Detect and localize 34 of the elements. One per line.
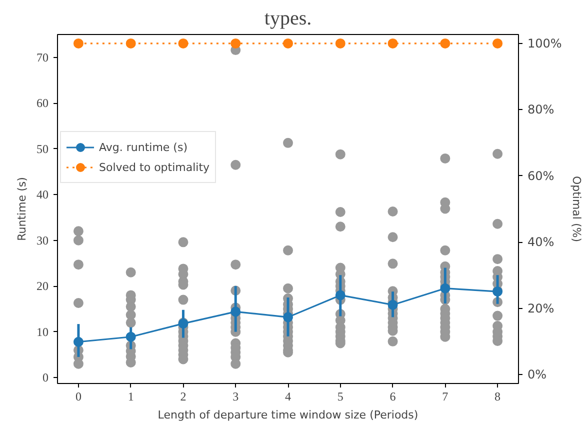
y2-tick-label: 80% xyxy=(528,102,554,117)
point xyxy=(126,332,136,342)
point xyxy=(73,336,84,347)
legend-label: Solved to optimality xyxy=(99,160,210,174)
y2-axis-title: Optimal (%) xyxy=(570,176,583,242)
legend-label: Avg. runtime (s) xyxy=(99,140,188,154)
point xyxy=(283,312,293,322)
chart-title: types. xyxy=(264,8,312,30)
x-tick-label: 0 xyxy=(75,390,82,404)
y-tick-label: 40 xyxy=(36,188,48,202)
x-tick-label: 3 xyxy=(232,390,239,404)
x-tick-label: 8 xyxy=(494,390,501,404)
y-tick-label: 30 xyxy=(36,233,48,248)
x-tick-label: 7 xyxy=(442,390,448,404)
y-tick-label: 0 xyxy=(42,370,48,385)
x-tick-label: 4 xyxy=(285,390,291,404)
y2-tick-label: 20% xyxy=(528,301,554,316)
y-tick-label: 60 xyxy=(36,96,48,110)
x-tick-label: 6 xyxy=(390,390,396,404)
x-tick-label: 1 xyxy=(128,390,134,404)
y-tick-label: 20 xyxy=(36,279,48,294)
point xyxy=(335,290,346,300)
y-axis-title: Runtime (s) xyxy=(16,177,28,241)
y2-tick-label: 40% xyxy=(528,235,554,250)
x-axis-title: Length of departure time window size (Periods) xyxy=(158,408,418,422)
y-tick-label: 10 xyxy=(36,324,48,339)
y2-tick-label: 60% xyxy=(528,168,554,183)
x-tick-label: 5 xyxy=(337,390,344,404)
point xyxy=(388,300,398,310)
y2-tick-label: 100% xyxy=(528,36,562,50)
y2-tick-label: 0% xyxy=(528,368,547,382)
y-tick-label: 50 xyxy=(36,142,48,156)
x-tick-label: 2 xyxy=(180,390,186,404)
y-tick-label: 70 xyxy=(36,50,48,64)
